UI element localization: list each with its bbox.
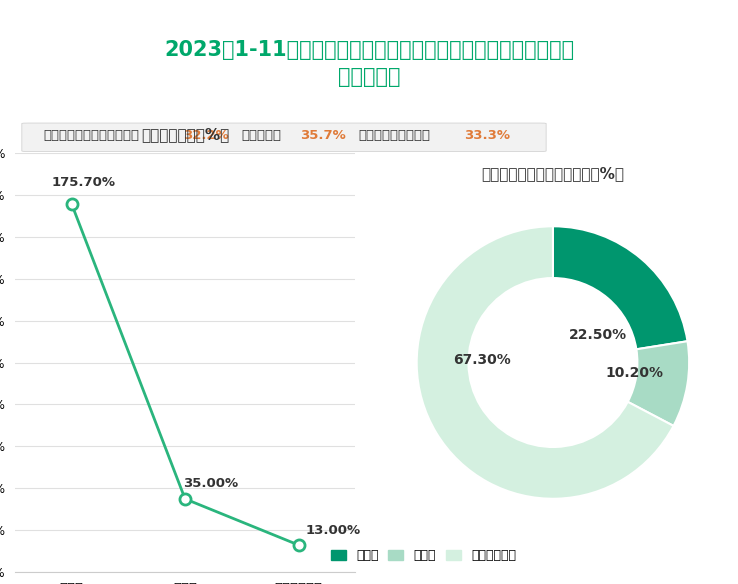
Wedge shape [417,226,674,499]
Text: 13.00%: 13.00% [306,524,361,537]
FancyBboxPatch shape [22,123,546,151]
Text: 35.7%: 35.7% [300,129,346,142]
Text: 67.30%: 67.30% [453,353,511,367]
Title: 占第二产业投资总额百分比（%）: 占第二产业投资总额百分比（%） [481,166,624,181]
Text: 32.2%: 32.2% [183,129,229,142]
Legend: 采矿业, 制造业, 电力热力燃力: 采矿业, 制造业, 电力热力燃力 [326,544,521,568]
Text: 35.00%: 35.00% [183,478,238,491]
Text: 22.50%: 22.50% [569,328,627,342]
Text: ，占全部投资总额的: ，占全部投资总额的 [359,129,431,142]
Text: 33.3%: 33.3% [464,129,510,142]
Wedge shape [628,341,689,426]
Text: 175.70%: 175.70% [51,176,115,189]
Text: 2023年1-11月阿勒泰地区工业三大门类同比增长及占第二产业投
资总额情况: 2023年1-11月阿勒泰地区工业三大门类同比增长及占第二产业投 资总额情况 [164,40,574,87]
Text: 第二产业完成投资同比增长: 第二产业完成投资同比增长 [43,129,139,142]
Text: 10.20%: 10.20% [606,366,663,380]
Title: 投资同比增长（%）: 投资同比增长（%） [141,127,230,142]
Text: ，环比下降: ，环比下降 [242,129,282,142]
Wedge shape [553,226,688,349]
